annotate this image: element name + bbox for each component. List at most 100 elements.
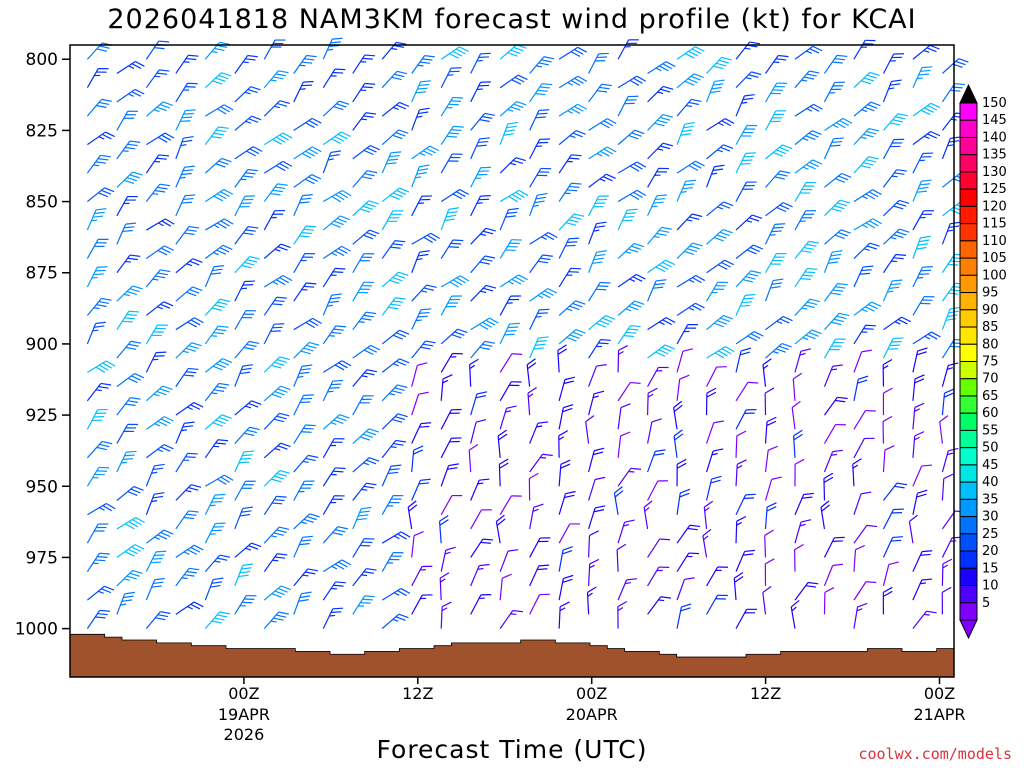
- wind-barb: [263, 469, 290, 487]
- wind-barb: [145, 324, 168, 345]
- wind-barb: [440, 239, 464, 259]
- wind-barb: [853, 324, 876, 345]
- wind-barb: [470, 418, 487, 444]
- wind-barb: [175, 135, 194, 160]
- wind-barb: [263, 100, 290, 117]
- y-tick-label: 975: [26, 548, 58, 568]
- wind-barb: [499, 353, 523, 373]
- wind-barb: [411, 362, 428, 387]
- wind-barb: [204, 41, 230, 60]
- wind-barb: [820, 500, 831, 530]
- colorbar-label: 130: [982, 165, 1007, 180]
- x-tick-label: 00Z: [924, 684, 955, 703]
- wind-barb: [116, 544, 145, 558]
- wind-barb: [234, 280, 255, 302]
- wind-barb: [735, 181, 757, 202]
- wind-barb: [912, 331, 941, 345]
- wind-barb: [411, 80, 431, 103]
- wind-barb: [558, 129, 586, 146]
- wind-barb: [116, 195, 138, 217]
- wind-barb: [440, 207, 460, 231]
- wind-barb: [381, 70, 408, 89]
- wind-barb: [263, 526, 290, 544]
- wind-barb: [558, 490, 576, 515]
- wind-barb: [499, 44, 527, 60]
- wind-barb: [116, 450, 137, 473]
- wind-barb: [470, 137, 490, 160]
- wind-barb: [440, 352, 463, 373]
- wind-barb: [204, 522, 226, 544]
- wind-barb: [440, 601, 452, 629]
- wind-barb: [470, 478, 490, 501]
- wind-barb: [941, 362, 959, 387]
- wind-barb: [941, 306, 961, 330]
- colorbar-segment: [959, 257, 978, 276]
- wind-barb: [853, 39, 876, 60]
- wind-barb: [145, 385, 173, 402]
- wind-barb: [823, 587, 835, 615]
- wind-barb: [234, 400, 262, 416]
- wind-barb: [411, 107, 430, 131]
- wind-barb: [647, 85, 674, 103]
- wind-barb: [939, 415, 949, 444]
- wind-barb: [558, 103, 587, 117]
- wind-barb: [588, 146, 617, 160]
- wind-barb: [882, 113, 908, 131]
- wind-barb: [882, 536, 903, 558]
- wind-barb: [824, 117, 853, 131]
- wind-barb: [205, 474, 234, 487]
- colorbar-segment: [959, 361, 978, 380]
- wind-barb: [204, 72, 232, 89]
- wind-barb: [352, 229, 380, 245]
- wind-barb: [293, 80, 314, 103]
- wind-barb: [912, 402, 925, 430]
- wind-barb: [558, 46, 587, 60]
- wind-barb: [586, 586, 597, 615]
- wind-barb: [86, 321, 106, 345]
- x-tick-year: 2026: [224, 725, 265, 744]
- wind-barb: [499, 157, 526, 174]
- wind-barb: [234, 86, 261, 103]
- wind-barb: [293, 454, 319, 473]
- wind-barb: [116, 285, 143, 302]
- wind-barb: [882, 561, 899, 587]
- wind-barb: [497, 429, 508, 458]
- wind-barb: [234, 542, 262, 558]
- wind-barb: [824, 172, 852, 188]
- wind-barb: [558, 154, 582, 174]
- wind-barb: [352, 457, 380, 473]
- wind-barb: [706, 259, 735, 274]
- wind-barb: [234, 310, 257, 330]
- wind-barb: [558, 546, 573, 572]
- wind-barb: [175, 109, 196, 131]
- wind-barb: [706, 228, 733, 245]
- wind-barb: [529, 453, 553, 473]
- wind-barb: [616, 543, 627, 572]
- wind-barb: [647, 566, 670, 587]
- wind-barb: [529, 167, 552, 188]
- wind-barb: [588, 315, 616, 331]
- wind-barb: [852, 458, 862, 487]
- wind-barb: [263, 442, 291, 459]
- wind-barb: [381, 551, 404, 572]
- wind-barb: [175, 484, 202, 501]
- wind-barb: [794, 240, 820, 259]
- wind-barb: [588, 83, 612, 103]
- colorbar-label: 35: [982, 492, 999, 507]
- wind-barb: [470, 317, 499, 331]
- wind-barb: [764, 110, 787, 131]
- wind-barb: [912, 130, 941, 146]
- wind-barb: [588, 52, 609, 74]
- wind-barb: [912, 152, 934, 174]
- wind-barb: [352, 428, 379, 445]
- wind-barb: [293, 146, 322, 160]
- wind-barb: [204, 126, 229, 145]
- colorbar-label: 95: [982, 286, 999, 301]
- wind-barb: [204, 554, 230, 573]
- wind-barb: [322, 68, 346, 89]
- wind-barb: [411, 250, 430, 273]
- wind-barb: [293, 54, 317, 74]
- credit-text: coolwx.com/models: [858, 745, 1012, 763]
- wind-barb: [765, 315, 793, 331]
